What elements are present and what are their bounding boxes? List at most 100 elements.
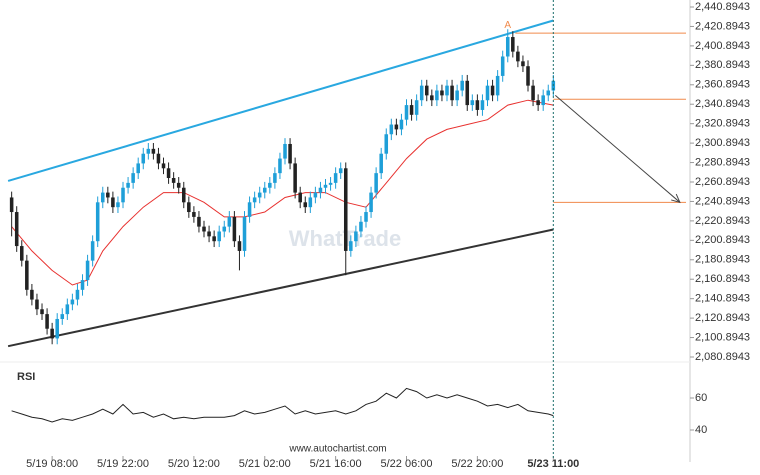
candle-body [217,231,221,242]
candle-body [19,246,24,261]
candle-body [303,202,308,208]
candle-body [141,153,146,164]
candle-body [222,226,227,232]
y-tick-label: 2,360.8943 [695,79,750,91]
candle-body [278,158,282,174]
candle-body [212,236,216,242]
x-tick-label: 5/23 11:00 [527,458,579,470]
candle-body [516,51,520,62]
candle-body [369,192,373,213]
forecast-arrow [555,94,681,203]
candle-body [435,90,439,101]
candle-body [232,216,237,242]
candle-body [45,314,49,329]
candle-body [349,241,353,251]
candle-body [202,226,206,232]
candle-body [30,289,34,300]
candle-body [161,163,166,169]
candle-body [14,212,19,247]
candle-body [288,143,292,164]
y-tick-label: 2,240.8943 [695,195,750,207]
y-tick-label: 2,320.8943 [695,118,750,130]
candle-body [9,197,14,213]
candle-body [338,168,343,174]
candle-body [531,85,535,101]
y-tick-label: 2,380.8943 [695,59,750,71]
candle-body [151,148,156,154]
candle-body [237,241,242,251]
candle-body [480,100,485,110]
x-tick-label: 5/19 08:00 [26,458,78,470]
y-tick-label: 2,200.8943 [695,234,750,246]
candle-body [465,80,470,106]
y-tick-label: 2,100.8943 [695,331,750,343]
candle-body [399,119,404,130]
arrow-head [671,193,681,204]
rsi-title: RSI [17,371,35,383]
candle-body [90,241,95,261]
candle-body [541,95,545,106]
candle-body [273,173,277,183]
candle-body [131,173,135,183]
y-tick-label: 2,080.8943 [695,351,750,363]
y-tick-label: 2,420.8943 [695,20,750,32]
candle-body [207,231,211,237]
candle-body [389,124,394,135]
candle-body [490,85,495,96]
candle-body [333,173,338,183]
candle-body [121,187,125,203]
candle-body [171,178,176,183]
candle-body [192,212,196,217]
candle-body [308,197,313,208]
candle-body [100,192,105,203]
candle-body [313,192,318,198]
candle-body [318,187,323,193]
candle-body [262,187,267,193]
candle-body [242,216,247,251]
x-tick-label: 5/21 16:00 [310,458,362,470]
y-tick-label: 2,120.8943 [695,312,750,324]
rsi-line [11,387,554,423]
candle-body [70,299,75,305]
y-tick-label: 2,400.8943 [695,40,750,52]
candle-body [379,153,383,174]
channel-line [7,228,554,348]
candle-body [419,85,424,101]
candle-body [460,80,464,91]
candle-body [187,202,191,213]
y-tick-label: 2,140.8943 [695,293,750,305]
candle-body [40,309,44,315]
candle-body [298,192,302,203]
candle-body [511,37,515,52]
candle-body [485,85,490,101]
candle-body [430,95,434,101]
candle-body [394,124,399,130]
candle-body [495,75,500,96]
x-tick-label: 5/21 02:00 [239,458,291,470]
x-tick-label: 5/19 22:00 [97,458,149,470]
candle-body [409,105,414,115]
candle-body [106,192,110,198]
candle-body [116,202,120,208]
candle-body [268,182,272,188]
candle-body [197,216,201,227]
y-tick-label: 2,260.8943 [695,176,750,188]
candle-body [156,153,161,164]
candle-body [404,105,409,120]
candle-body [60,314,65,319]
y-tick-label: 2,340.8943 [695,98,750,110]
candle-body [252,197,257,203]
y-tick-label: 2,220.8943 [695,215,750,227]
candle-body [354,231,358,242]
candle-body [293,163,297,193]
candle-body [505,37,510,57]
candle-body [414,100,419,115]
candle-body [359,221,363,232]
moving-average [11,99,554,286]
x-tick-label: 5/20 12:00 [168,458,220,470]
candle-body [65,304,70,315]
candle-body [25,260,29,290]
candle-body [136,163,140,174]
candle-body [445,85,449,96]
